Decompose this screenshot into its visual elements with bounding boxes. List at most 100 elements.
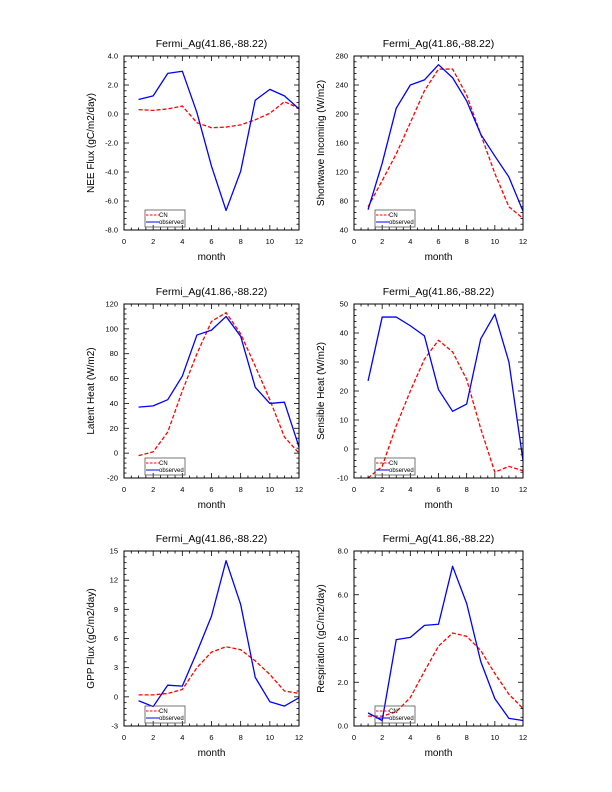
x-tick-label: 12 — [519, 733, 527, 742]
x-tick-label: 6 — [436, 733, 440, 742]
x-tick-label: 8 — [465, 733, 469, 742]
series-line-CN — [367, 339, 523, 478]
x-tick-label: 10 — [491, 733, 499, 742]
x-tick-label: 0 — [122, 485, 126, 494]
x-tick-label: 12 — [519, 485, 527, 494]
chart-panel-5: Fermi_Ag(41.86,-88.22) 0 2 4 6 8 10 12 -3 0 3 6 9 12 1… — [86, 533, 303, 759]
series-line-CN — [138, 312, 299, 457]
plot-frame — [123, 55, 300, 231]
x-axis-label: month — [425, 748, 453, 759]
legend-label: observed — [389, 468, 414, 474]
y-tick-label: 4.0 — [338, 634, 348, 643]
x-tick-label: 10 — [266, 237, 274, 246]
legend-label: observed — [159, 716, 184, 722]
chart-panel-1: Fermi_Ag(41.86,-88.22) 0 2 4 6 8 10 12 -8.0 -6.0 -… — [86, 38, 303, 263]
legend-label: CN — [159, 461, 168, 467]
x-tick-label: 6 — [209, 733, 213, 742]
y-tick-label: 2.0 — [338, 678, 348, 687]
y-axis-label: GPP Flux (gC/m2/day) — [86, 588, 97, 688]
y-tick-label: 20 — [340, 387, 348, 396]
y-tick-label: 20 — [110, 424, 118, 433]
legend-label: CN — [389, 709, 398, 715]
legend-label: observed — [389, 716, 414, 722]
y-tick-label: 30 — [340, 358, 348, 367]
x-tick-label: 6 — [436, 485, 440, 494]
y-tick-label: 15 — [110, 547, 118, 556]
x-tick-label: 2 — [380, 485, 384, 494]
y-tick-label: 280 — [335, 52, 348, 61]
x-tick-label: 8 — [239, 485, 243, 494]
series-line-CN — [367, 68, 523, 219]
legend-label: CN — [159, 213, 168, 219]
legend-box — [144, 209, 186, 228]
x-tick-label: 4 — [408, 485, 412, 494]
x-tick-label: 0 — [352, 485, 356, 494]
legend-label: CN — [389, 213, 398, 219]
x-tick-label: 4 — [180, 733, 184, 742]
x-tick-label: 0 — [352, 237, 356, 246]
x-tick-label: 10 — [491, 485, 499, 494]
x-tick-label: 0 — [122, 733, 126, 742]
series-line-observed — [138, 70, 299, 212]
y-tick-label: 12 — [110, 576, 118, 585]
x-axis-label: month — [425, 252, 453, 263]
y-tick-label: 0 — [114, 449, 118, 458]
x-tick-label: 8 — [239, 733, 243, 742]
y-tick-label: -8.0 — [105, 226, 118, 235]
y-tick-label: 80 — [110, 349, 118, 358]
x-tick-label: 6 — [209, 485, 213, 494]
x-axis-label: month — [425, 500, 453, 511]
y-tick-label: -2.0 — [105, 139, 118, 148]
legend-label: observed — [159, 220, 184, 226]
y-axis-label: NEE Flux (gC/m2/day) — [86, 93, 97, 193]
y-tick-label: 80 — [340, 197, 348, 206]
chart-panel-6: Fermi_Ag(41.86,-88.22) 0 2 4 6 8 10 12 0.0 2.0 4.0… — [316, 533, 527, 759]
y-tick-label: -3 — [111, 722, 118, 731]
x-tick-label: 4 — [180, 237, 184, 246]
y-tick-label: -20 — [107, 474, 118, 483]
x-axis-label: month — [198, 252, 226, 263]
y-tick-label: 6 — [114, 634, 118, 643]
y-tick-label: 200 — [335, 110, 348, 119]
series-line-CN — [368, 632, 523, 717]
series-line-observed — [367, 565, 523, 722]
legend-box — [374, 705, 416, 724]
x-tick-label: 0 — [122, 237, 126, 246]
chart-title: Fermi_Ag(41.86,-88.22) — [156, 286, 267, 298]
chart-title: Fermi_Ag(41.86,-88.22) — [383, 286, 494, 298]
y-tick-label: 3 — [114, 663, 118, 672]
y-tick-label: 100 — [105, 324, 118, 333]
y-tick-label: 240 — [335, 81, 348, 90]
y-tick-label: 40 — [110, 399, 118, 408]
y-tick-label: 2.0 — [108, 81, 118, 90]
y-axis-label: Latent Heat (W/m2) — [86, 347, 97, 434]
x-tick-label: 4 — [408, 733, 412, 742]
y-tick-label: 0.0 — [338, 722, 348, 731]
legend-label: observed — [389, 220, 414, 226]
chart-panel-2: Fermi_Ag(41.86,-88.22) 0 2 4 6 8 10 12 40 80 120 16… — [316, 38, 527, 263]
y-tick-label: 60 — [110, 374, 118, 383]
chart-title: Fermi_Ag(41.86,-88.22) — [156, 533, 267, 545]
y-axis-label: Respiration (gC/m2/day) — [316, 584, 327, 692]
y-tick-label: 10 — [340, 416, 348, 425]
x-tick-label: 2 — [151, 733, 155, 742]
x-tick-label: 12 — [295, 237, 303, 246]
x-tick-label: 2 — [380, 733, 384, 742]
y-axis-label: Shortwave Incoming (W/m2) — [316, 80, 327, 206]
chart-panel-4: Fermi_Ag(41.86,-88.22) 0 2 4 6 8 10 12 -10 0 10 20 3… — [316, 286, 527, 511]
y-tick-label: 120 — [335, 168, 348, 177]
legend-box — [144, 457, 186, 476]
y-tick-label: 0 — [114, 692, 118, 701]
y-tick-label: 9 — [114, 605, 118, 614]
y-tick-label: 120 — [105, 300, 118, 309]
series-line-observed — [138, 315, 299, 448]
legend-box — [144, 705, 186, 724]
chart-title: Fermi_Ag(41.86,-88.22) — [156, 38, 267, 50]
x-tick-label: 2 — [380, 237, 384, 246]
